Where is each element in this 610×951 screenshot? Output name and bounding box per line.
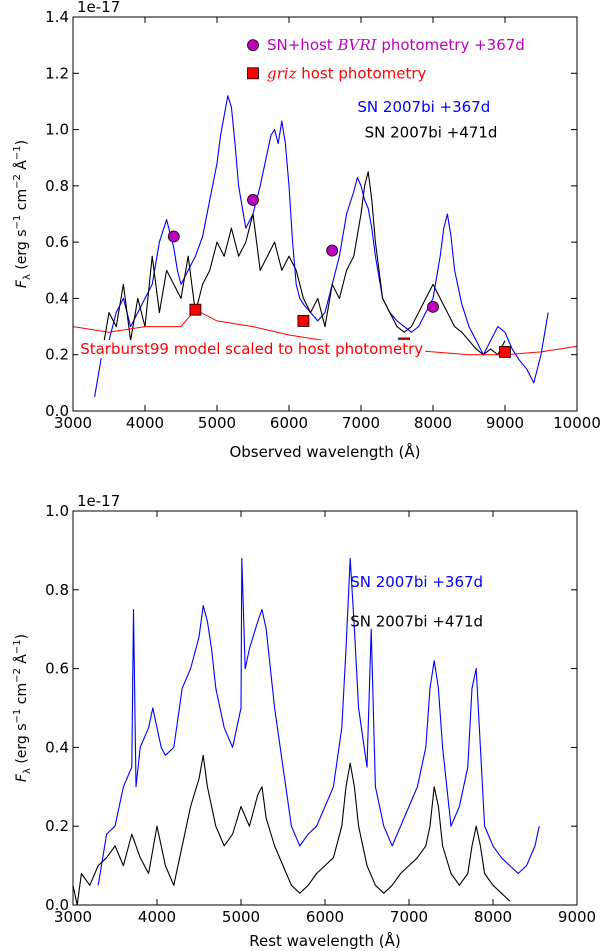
y-axis-label: Fλ (erg s−1 cm−2 Å−1)	[12, 634, 33, 782]
annotation-3: SN 2007bi +471d	[365, 123, 498, 141]
series-line-1	[73, 754, 511, 905]
x-tick-label: 3000	[54, 908, 92, 926]
x-tick-label: 4000	[126, 414, 164, 432]
x-tick-label: 9000	[486, 414, 524, 432]
x-tick-label: 10000	[553, 414, 601, 432]
annotation-background	[78, 340, 426, 359]
series-line-0	[97, 557, 540, 886]
photometry-marker-1-3	[499, 345, 511, 358]
photometry-marker-0-3	[427, 300, 439, 313]
x-tick-label: 5000	[198, 414, 236, 432]
annotation-1: SN 2007bi +471d	[350, 612, 483, 630]
photometry-marker-1-0	[189, 303, 202, 316]
y-tick-label: 1.0	[45, 121, 69, 139]
series-line-2	[73, 309, 577, 356]
y-tick-label: 0.6	[45, 233, 69, 251]
annotation-marker-1	[247, 67, 259, 80]
annotation-marker-0	[247, 39, 259, 52]
photometry-marker-0-2	[326, 244, 339, 257]
x-tick-label: 8000	[474, 908, 512, 926]
axes-frame	[72, 510, 578, 906]
series-line-0	[94, 95, 549, 397]
y-tick-label: 1.4	[45, 8, 69, 26]
y-tick-label: 0.2	[45, 817, 69, 835]
offset-text: 1e-17	[77, 492, 120, 510]
annotation-1: griz host photometry	[267, 64, 427, 82]
x-tick-label: 5000	[222, 908, 260, 926]
photometry-marker-0-0	[167, 230, 180, 243]
annotation-0: SN 2007bi +367d	[350, 573, 483, 591]
annotation-2: SN 2007bi +367d	[357, 98, 490, 116]
x-tick-label: 7000	[342, 414, 380, 432]
y-tick-label: 0.6	[45, 660, 69, 678]
offset-text: 1e-17	[77, 0, 120, 16]
x-tick-label: 6000	[306, 908, 344, 926]
x-axis-label: Rest wavelength (Å)	[249, 931, 401, 950]
photometry-marker-0-1	[247, 194, 259, 206]
x-tick-label: 3000	[54, 414, 92, 432]
y-tick-label: 0.4	[45, 289, 69, 307]
x-tick-label: 6000	[270, 414, 308, 432]
axes-frame	[72, 16, 578, 412]
y-tick-label: 0.8	[45, 581, 69, 599]
x-tick-label: 9000	[558, 908, 596, 926]
plot-area	[73, 557, 540, 905]
y-tick-label: 0.0	[45, 402, 69, 420]
top-panel: 3000 4000 5000 6000 7000 8000 9000 10000 0.0 0.2 0…	[12, 0, 601, 461]
y-tick-label: 0.2	[45, 346, 69, 364]
y-tick-label: 0.4	[45, 738, 69, 756]
bottom-panel: 3000 4000 5000 6000 7000 8000 9000 0.0 0.2 0.4 0.6…	[12, 492, 596, 950]
y-axis-label: Fλ (erg s−1 cm−2 Å−1)	[12, 140, 33, 288]
y-tick-label: 0.8	[45, 177, 69, 195]
y-tick-label: 1.2	[45, 64, 69, 82]
plot-area	[73, 95, 577, 397]
x-tick-label: 8000	[414, 414, 452, 432]
annotation-4: Starburst99 model scaled to host photome…	[80, 340, 423, 358]
x-tick-label: 7000	[390, 908, 428, 926]
y-tick-label: 1.0	[45, 502, 69, 520]
y-tick-label: 0.0	[45, 896, 69, 914]
x-tick-label: 4000	[138, 908, 176, 926]
annotation-0: SN+host BVRI photometry +367d	[267, 36, 525, 54]
series-line-1	[101, 171, 506, 356]
photometry-marker-1-1	[297, 315, 310, 327]
x-axis-label: Observed wavelength (Å)	[229, 442, 420, 461]
